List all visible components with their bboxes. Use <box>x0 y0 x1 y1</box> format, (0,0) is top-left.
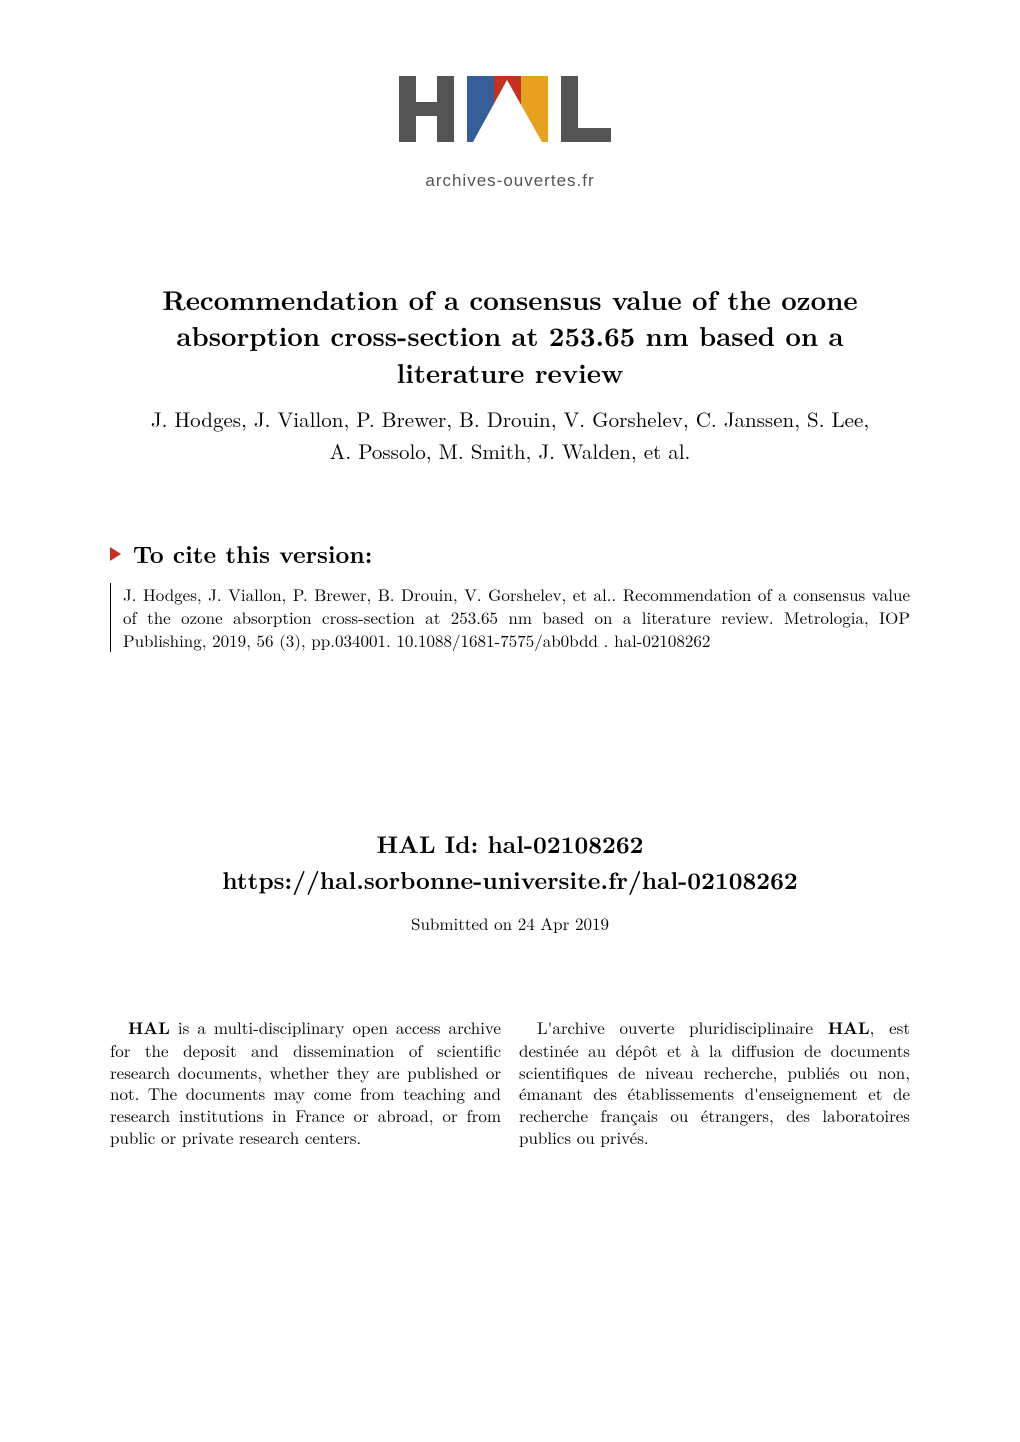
cite-heading-row: To cite this version: <box>110 537 910 571</box>
hal-id-value: hal-02108262 <box>487 827 643 861</box>
page-root: archives-ouvertes.fr Recommendation of a… <box>0 0 1020 1442</box>
col-right-bold: HAL <box>828 1016 870 1040</box>
col-left-bold: HAL <box>128 1016 170 1040</box>
cite-heading: To cite this version: <box>133 537 372 571</box>
logo-subtext: archives-ouvertes.fr <box>395 171 625 191</box>
col-right-pre: L'archive ouverte pluridisciplinaire <box>537 1015 828 1039</box>
title-block: Recommendation of a consensus value of t… <box>140 281 880 390</box>
submitted-line: Submitted on 24 Apr 2019 <box>110 911 910 935</box>
authors-line-2: A. Possolo, M. Smith, J. Walden, et al. <box>110 436 910 468</box>
triangle-icon <box>110 547 121 561</box>
hal-id-block: HAL Id: hal-02108262 https://hal.sorbonn… <box>110 827 910 935</box>
cite-body-wrap: J. Hodges, J. Viallon, P. Brewer, B. Dro… <box>110 583 910 652</box>
description-columns: HAL is a multi-disciplinary open access … <box>110 1017 910 1149</box>
title-line-2: absorption cross-section at 253.65 nm ba… <box>140 317 880 353</box>
hal-logo-block: archives-ouvertes.fr <box>110 70 910 191</box>
cite-halid-inline: hal-02108262 <box>614 628 710 652</box>
authors-line-1: J. Hodges, J. Viallon, P. Brewer, B. Dro… <box>110 404 910 436</box>
title-line-1: Recommendation of a consensus value of t… <box>140 281 880 317</box>
authors-block: J. Hodges, J. Viallon, P. Brewer, B. Dro… <box>110 404 910 467</box>
col-right: L'archive ouverte pluridisciplinaire HAL… <box>519 1017 910 1149</box>
hal-logo-svg <box>395 70 625 165</box>
hal-url[interactable]: https://hal.sorbonne-universite.fr/hal-0… <box>110 863 910 897</box>
col-left-text: HAL is a multi-disciplinary open access … <box>110 1017 501 1149</box>
col-left: HAL is a multi-disciplinary open access … <box>110 1017 501 1149</box>
hal-id-line: HAL Id: hal-02108262 <box>110 827 910 861</box>
title-line-3: literature review <box>140 354 880 390</box>
cite-body: J. Hodges, J. Viallon, P. Brewer, B. Dro… <box>123 583 910 652</box>
hal-id-label: HAL Id: <box>377 827 488 861</box>
cite-block: To cite this version: J. Hodges, J. Vial… <box>110 537 910 652</box>
col-right-text: L'archive ouverte pluridisciplinaire HAL… <box>519 1017 910 1149</box>
cite-doi: 10.1088/1681-7575/ab0bdd <box>396 628 598 652</box>
hal-logo: archives-ouvertes.fr <box>395 70 625 191</box>
cite-sep: . <box>598 628 614 652</box>
